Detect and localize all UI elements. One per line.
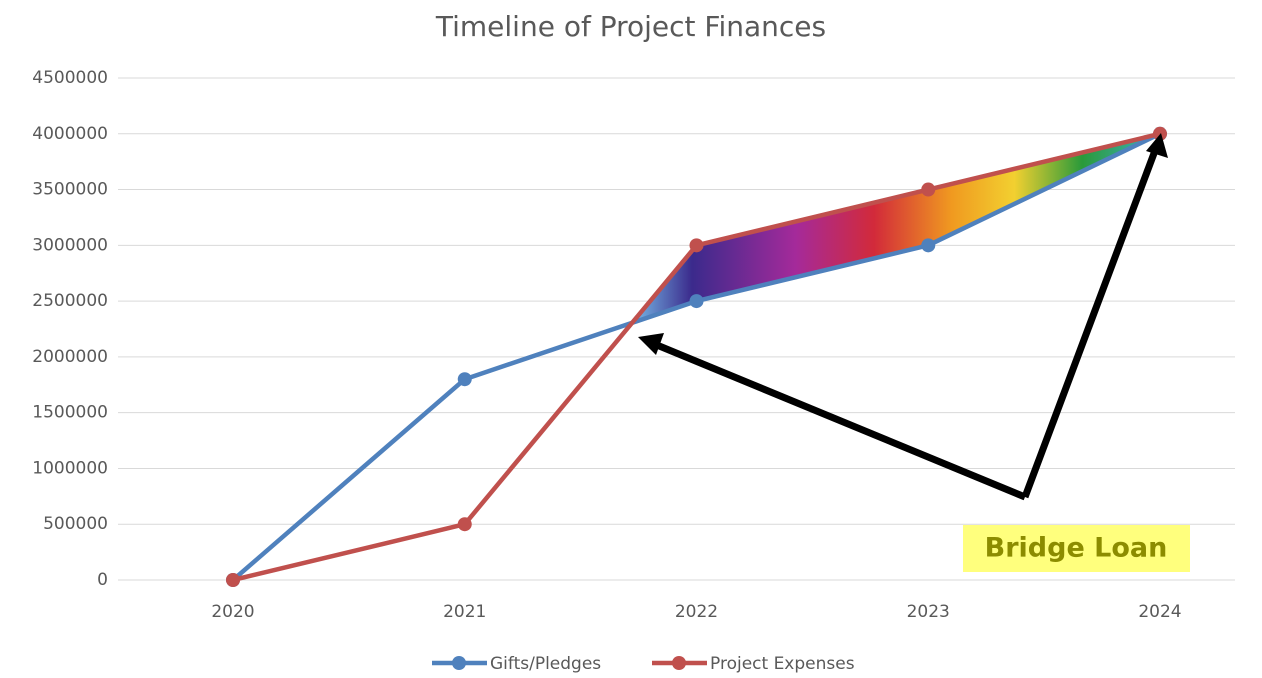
arrow xyxy=(1025,148,1156,497)
y-tick-label: 1000000 xyxy=(32,458,108,478)
y-tick-label: 3500000 xyxy=(32,180,108,200)
page: Timeline of Project Finances Bridge Loan… xyxy=(0,0,1262,678)
annotation: Bridge Loan xyxy=(985,533,1168,564)
data-point xyxy=(921,238,935,252)
arrows xyxy=(638,133,1168,497)
y-tick-label: 500000 xyxy=(43,514,108,534)
chart-title: Timeline of Project Finances xyxy=(435,10,826,43)
legend-marker xyxy=(672,656,686,670)
y-tick-label: 2000000 xyxy=(32,347,108,367)
x-tick-label: 2021 xyxy=(443,602,486,622)
arrow xyxy=(652,343,1025,497)
x-tick-label: 2022 xyxy=(675,602,718,622)
data-point xyxy=(921,183,935,197)
y-tick-label: 2500000 xyxy=(32,291,108,311)
y-tick-label: 4500000 xyxy=(32,68,108,88)
data-point xyxy=(690,294,704,308)
chart: Timeline of Project Finances Bridge Loan… xyxy=(0,0,1262,678)
y-tick-label: 1500000 xyxy=(32,403,108,423)
y-tick-label: 4000000 xyxy=(32,124,108,144)
y-tick-label: 0 xyxy=(97,570,108,590)
x-tick-label: 2023 xyxy=(907,602,950,622)
y-tick-label: 3000000 xyxy=(32,235,108,255)
data-point xyxy=(458,517,472,531)
x-tick-label: 2020 xyxy=(211,602,254,622)
grid xyxy=(118,78,1235,580)
x-tick-label: 2024 xyxy=(1138,602,1181,622)
data-point xyxy=(458,372,472,386)
legend-label: Project Expenses xyxy=(710,654,855,674)
data-point xyxy=(226,573,240,587)
legend-label: Gifts/Pledges xyxy=(490,654,601,674)
bridge-area xyxy=(632,134,1160,323)
data-point xyxy=(690,238,704,252)
legend-marker xyxy=(452,656,466,670)
